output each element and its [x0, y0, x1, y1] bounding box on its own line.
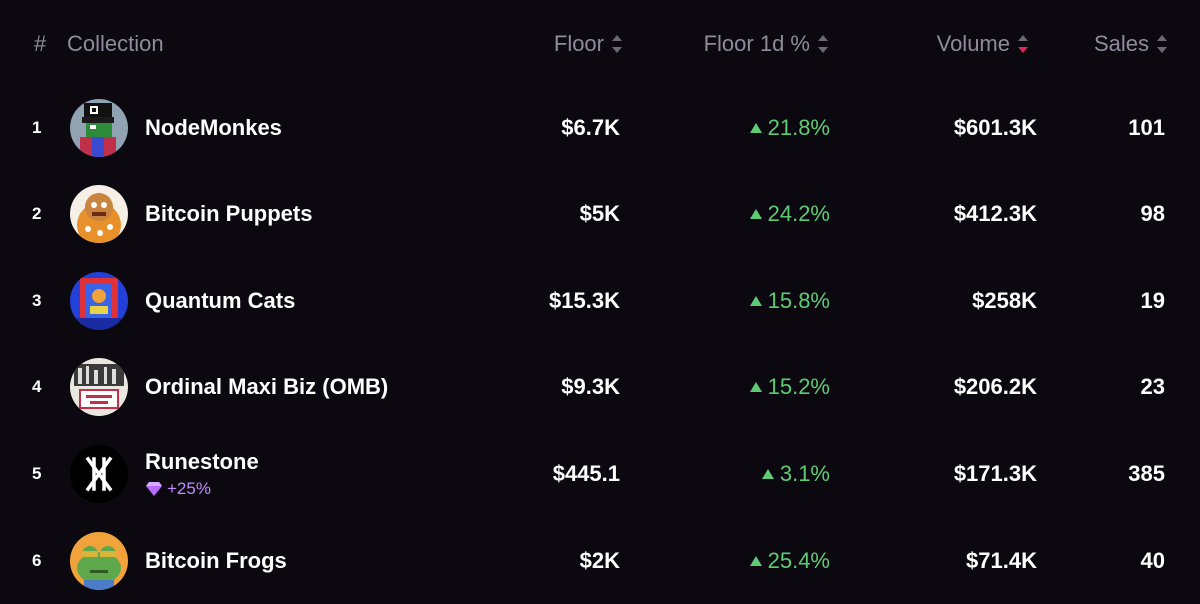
- sort-icon: [818, 33, 828, 55]
- table-header: # Collection Floor Floor 1d % Volume Sal…: [0, 0, 1200, 88]
- collection-name[interactable]: Ordinal Maxi Biz (OMB): [145, 373, 389, 399]
- sales: 40: [1140, 547, 1165, 573]
- volume: $71.4K: [966, 547, 1037, 573]
- sales: 23: [1140, 373, 1165, 399]
- header-collection[interactable]: Collection: [67, 31, 164, 56]
- floor-change: 24.2%: [749, 201, 830, 227]
- floor-price: $9.3K: [561, 373, 620, 399]
- header-floor-change-sort-button[interactable]: Floor 1d %: [704, 30, 828, 58]
- floor-change: 15.8%: [749, 288, 830, 314]
- floor-price: $15.3K: [549, 287, 620, 313]
- omb-avatar-icon: [70, 357, 128, 416]
- row-rank: 5: [32, 463, 42, 483]
- up-triangle-icon: [749, 122, 762, 133]
- diamond-icon: [146, 481, 162, 496]
- floor-price: $6.7K: [561, 114, 620, 140]
- bitcoin-puppets-avatar-icon: [70, 184, 128, 243]
- quantum-cats-avatar-icon: [70, 271, 128, 330]
- up-triangle-icon: [749, 295, 762, 306]
- collection-name[interactable]: Quantum Cats: [145, 287, 296, 313]
- header-rank: #: [34, 31, 47, 56]
- row-rank: 4: [32, 376, 42, 396]
- floor-change: 3.1%: [761, 461, 830, 487]
- collection-name[interactable]: Bitcoin Frogs: [145, 547, 287, 573]
- table-row[interactable]: 3 Quantum Cats $15.3K 15.8% $258K 19: [0, 257, 1200, 344]
- floor-change: 21.8%: [749, 115, 830, 141]
- sales: 101: [1128, 114, 1165, 140]
- row-rank: 2: [32, 203, 42, 223]
- sort-icon: [1157, 33, 1167, 55]
- floor-price: $445.1: [552, 460, 620, 486]
- collection-name[interactable]: Bitcoin Puppets: [145, 200, 313, 226]
- table-row[interactable]: 2 Bitcoin Puppets $5K 24.2% $412.3K 98: [0, 170, 1200, 257]
- floor-change: 25.4%: [749, 548, 830, 574]
- floor-price: $2K: [579, 547, 620, 573]
- up-triangle-icon: [749, 381, 762, 392]
- rewards-badge: +25%: [145, 479, 259, 499]
- floor-change: 15.2%: [749, 374, 830, 400]
- collection-name[interactable]: NodeMonkes: [145, 114, 282, 140]
- sales: 385: [1128, 460, 1165, 486]
- header-sales-sort-button[interactable]: Sales: [1094, 30, 1167, 58]
- collection-name-block: Runestone +25%: [145, 449, 259, 499]
- nodemonkes-avatar-icon: [70, 98, 128, 157]
- row-rank: 1: [32, 117, 42, 137]
- volume: $258K: [972, 287, 1037, 313]
- header-floor-sort-button[interactable]: Floor: [554, 30, 622, 58]
- sales: 98: [1140, 200, 1165, 226]
- table-row[interactable]: 1 NodeMonkes $6.7K 21.8% $601.3K 101: [0, 84, 1200, 171]
- table-row[interactable]: 5 Runestone +25% $445.1: [0, 430, 1200, 517]
- sort-desc-active-icon: [1018, 33, 1028, 55]
- table-row[interactable]: 4 Ordinal Maxi Biz (OMB) $9.3K 15.2% $20…: [0, 343, 1200, 430]
- floor-price: $5K: [579, 200, 620, 226]
- volume: $171.3K: [953, 460, 1037, 486]
- row-rank: 3: [32, 290, 42, 310]
- sort-icon: [612, 33, 622, 55]
- volume: $206.2K: [953, 373, 1037, 399]
- header-volume-sort-button[interactable]: Volume: [937, 30, 1028, 58]
- sales: 19: [1140, 287, 1165, 313]
- row-rank: 6: [32, 550, 42, 570]
- up-triangle-icon: [749, 208, 762, 219]
- table-row[interactable]: 6 Bitcoin Frogs $2K 25.4% $71.4K 40: [0, 517, 1200, 604]
- volume: $601.3K: [953, 114, 1037, 140]
- up-triangle-icon: [761, 468, 774, 479]
- up-triangle-icon: [749, 555, 762, 566]
- runestone-avatar-icon: [70, 444, 128, 503]
- volume: $412.3K: [953, 200, 1037, 226]
- collection-name[interactable]: Runestone: [145, 448, 259, 474]
- bitcoin-frogs-avatar-icon: [70, 531, 128, 590]
